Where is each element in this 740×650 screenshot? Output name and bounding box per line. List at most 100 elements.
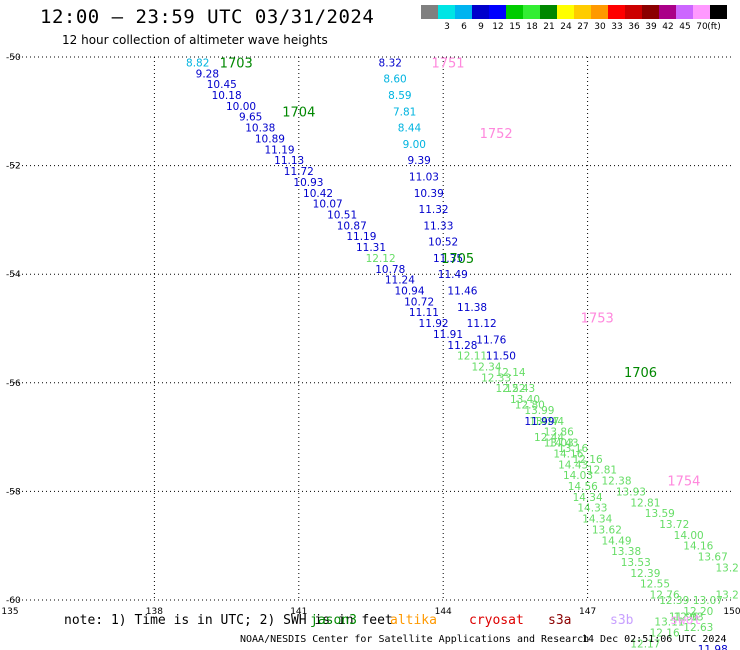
legend-swatch	[693, 5, 710, 19]
wave-height-value: 12.17	[630, 638, 660, 650]
pass-time-label: 1705	[441, 252, 474, 267]
wave-height-value: 12.63	[683, 622, 713, 634]
page-title: 12:00 – 23:59 UTC 03/31/2024	[40, 6, 375, 28]
wave-height-value: 10.93	[293, 177, 323, 189]
wave-height-value: 11.11	[409, 307, 439, 319]
wave-height-value: 13.77	[529, 416, 559, 428]
wave-height-value: 13.2	[715, 590, 738, 602]
footer-timestamp: 14 Dec 02:51:06 UTC 2024	[582, 634, 727, 645]
wave-height-value: 8.59	[388, 90, 411, 102]
x-tick-label: 150	[723, 607, 740, 617]
wave-height-value: 13.93	[616, 486, 646, 498]
wave-height-value: 10.07	[313, 199, 343, 211]
legend-swatch	[710, 5, 727, 19]
x-tick-label: 147	[579, 607, 596, 617]
legend-swatch	[540, 5, 557, 19]
pass-time-label: 1706	[624, 366, 657, 381]
pass-time-label: 1704	[282, 105, 315, 120]
legend-label: 45	[679, 22, 691, 32]
wave-height-value: 9.00	[403, 139, 426, 151]
legend-label: 42	[662, 22, 674, 32]
wave-height-value: 12.44	[534, 432, 564, 444]
page-subtitle: 12 hour collection of altimeter wave hei…	[62, 33, 328, 47]
wave-height-value: 10.78	[375, 264, 405, 276]
x-tick-label: 135	[1, 607, 18, 617]
legend-label: 27	[577, 22, 589, 32]
wave-height-value: 10.39	[414, 188, 444, 200]
legend-swatch	[472, 5, 489, 19]
wave-height-value: 7.81	[393, 106, 416, 118]
wave-height-value: 11.76	[476, 334, 506, 346]
legend-label: 9	[478, 22, 484, 32]
wave-height-value: 12.39	[630, 568, 660, 580]
wave-height-value: 11.31	[356, 242, 386, 254]
legend-swatch	[557, 5, 574, 19]
y-tick-label: -52	[6, 162, 21, 172]
wave-height-value: 10.00	[226, 101, 256, 113]
legend-label: 36	[628, 22, 640, 32]
wave-height-value: 11.92	[419, 318, 449, 330]
wave-height-value: 10.94	[394, 285, 424, 297]
legend-swatch	[642, 5, 659, 19]
wave-height-value: 14.16	[683, 541, 713, 553]
pass-time-label: 1751	[431, 56, 464, 71]
x-tick-label: 138	[146, 607, 163, 617]
wave-height-value: 13.59	[645, 508, 675, 520]
satellite-label-jason3: jason3	[310, 613, 357, 628]
legend-swatch	[676, 5, 693, 19]
wave-height-value: 12.12	[366, 253, 396, 265]
wave-height-value: 9.39	[407, 155, 430, 167]
pass-time-label: 1752	[480, 127, 513, 142]
wave-height-value: 8.60	[383, 74, 406, 86]
wave-height-value: 12.38	[601, 476, 631, 488]
wave-height-value: 12.81	[587, 465, 617, 477]
legend-swatch	[438, 5, 455, 19]
wave-height-value: 12.16	[650, 628, 680, 640]
wave-height-value: 14.49	[601, 535, 631, 547]
wave-height-value: 12.03	[674, 611, 704, 623]
wave-height-value: 10.42	[303, 188, 333, 200]
wave-height-value: 11.91	[433, 329, 463, 341]
legend-label: 70	[696, 22, 708, 32]
wave-height-value: 14.00	[674, 530, 704, 542]
wave-height-value: 12.81	[630, 497, 660, 509]
wave-height-value: 14.56	[568, 481, 598, 493]
wave-height-value: 12.20	[683, 606, 713, 618]
legend-swatch	[608, 5, 625, 19]
wave-height-value: 12.33	[481, 372, 511, 384]
wave-height-value: 12.43	[505, 383, 535, 395]
wave-height-value: 9.65	[239, 112, 262, 124]
legend-swatch	[574, 5, 591, 19]
legend-swatch	[489, 5, 506, 19]
wave-height-value: 13.86	[544, 427, 574, 439]
wave-height-value: 9.28	[196, 68, 219, 80]
wave-height-value: 10.38	[245, 123, 275, 135]
legend-swatch	[591, 5, 608, 19]
satellite-label-s3b: s3b	[610, 613, 634, 628]
wave-height-value: 10.52	[428, 237, 458, 249]
legend-label: 18	[526, 22, 538, 32]
wave-height-value: 14.43	[558, 459, 588, 471]
wave-height-value: 8.82	[186, 57, 209, 69]
satellite-label-cryosat: cryosat	[469, 613, 524, 628]
y-tick-label: -58	[6, 487, 21, 497]
legend-swatch	[506, 5, 523, 19]
wave-height-value: 11.19	[265, 144, 295, 156]
wave-height-value: 11.32	[419, 204, 449, 216]
wave-height-value: 10.45	[207, 79, 237, 91]
y-tick-label: -54	[6, 270, 21, 280]
wave-height-value: 11.98	[698, 644, 728, 650]
wave-height-value: 11.38	[457, 302, 487, 314]
wave-height-value: 11.99	[524, 416, 554, 428]
wave-height-value: 14.43	[549, 438, 579, 450]
wave-height-value: 13.53	[621, 557, 651, 569]
legend-label: 3	[444, 22, 450, 32]
wave-height-value: 8.44	[398, 123, 422, 135]
wave-height-value: 11.24	[385, 275, 415, 287]
wave-height-value: 12.34	[471, 362, 501, 374]
wave-height-value: 13.16	[558, 443, 588, 455]
wave-height-value: 12.16	[573, 454, 603, 466]
legend-swatch	[659, 5, 676, 19]
wave-height-value: 12.76	[650, 590, 680, 602]
pass-time-label: 1753	[581, 312, 614, 327]
